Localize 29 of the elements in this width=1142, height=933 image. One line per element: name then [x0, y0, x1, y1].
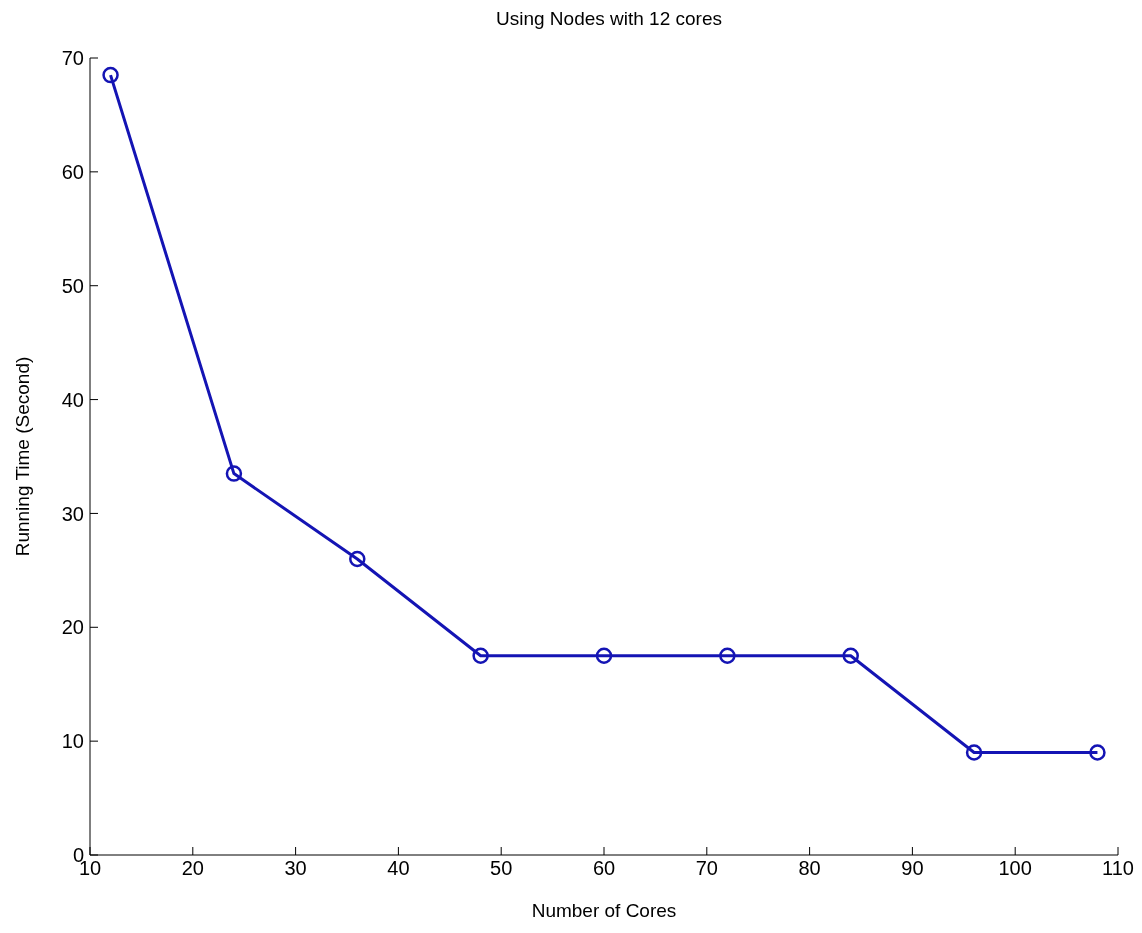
point	[349, 550, 366, 568]
y-tick-label: 10	[61, 730, 84, 753]
point	[102, 66, 119, 84]
y-tick-label: 50	[61, 274, 84, 297]
y-tick-label: 60	[61, 160, 84, 183]
x-tick-label: 40	[387, 857, 410, 880]
point	[595, 647, 613, 664]
point	[719, 647, 736, 664]
x-tick-label: 90	[901, 857, 924, 880]
x-tick-label: 70	[695, 857, 718, 880]
y-tick-label: 20	[61, 616, 84, 639]
x-tick-label: 20	[181, 857, 204, 880]
x-tick-label: 60	[592, 857, 616, 880]
y-tick-label: 70	[61, 47, 84, 70]
y-axis-title: Running Time (Second)	[11, 356, 33, 557]
y-tick-label: 40	[61, 388, 84, 411]
x-tick-label: 80	[798, 857, 821, 880]
point	[225, 465, 243, 482]
point	[472, 647, 489, 664]
point	[842, 647, 859, 664]
point	[1089, 744, 1106, 761]
x-tick-label: 50	[490, 857, 513, 880]
y-tick-label: 30	[61, 502, 84, 525]
x-tick-label: 100	[998, 857, 1032, 880]
x-axis-title: Number of Cores	[531, 900, 677, 921]
x-tick-label: 30	[284, 857, 307, 880]
chart-title: Using Nodes with 12 cores	[495, 8, 723, 30]
point	[965, 744, 983, 761]
x-tick-label: 110	[1102, 857, 1134, 880]
